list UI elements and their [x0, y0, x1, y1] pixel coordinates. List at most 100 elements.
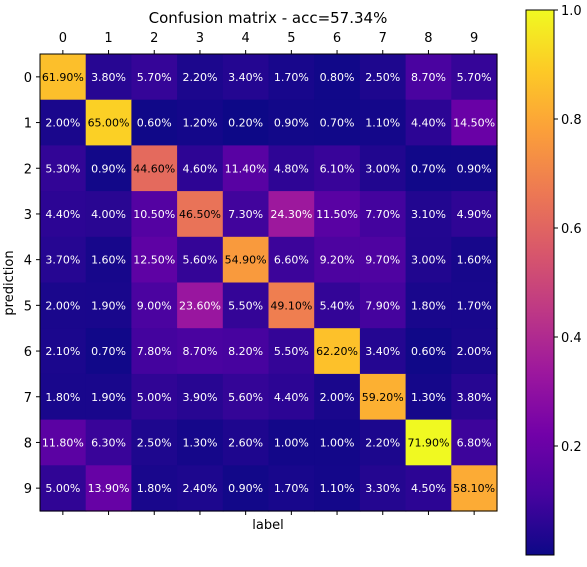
- cell-value-label: 3.30%: [365, 482, 400, 495]
- y-tick-label: 0: [24, 71, 32, 86]
- cell-value-label: 0.90%: [457, 162, 492, 175]
- heatmap-cell: [222, 99, 270, 146]
- heatmap-cell: [314, 145, 361, 192]
- colorbar: 0.2 0.4 0.6 0.8 1.0: [525, 4, 582, 556]
- x-tick-label: 4: [242, 31, 250, 46]
- heatmap-cell: [314, 465, 361, 512]
- x-tick-label: 6: [333, 31, 341, 46]
- heatmap-cell: [131, 145, 178, 192]
- heatmap-cell: [359, 282, 407, 329]
- cell-value-label: 1.60%: [91, 254, 126, 267]
- cell-value-label: 3.00%: [365, 162, 400, 175]
- heatmap-cell: [222, 282, 270, 329]
- heatmap-cell: [359, 99, 407, 146]
- heatmap-cell: [131, 465, 178, 512]
- cell-value-label: 3.00%: [411, 254, 446, 267]
- heatmap-cell: [85, 236, 132, 284]
- cell-value-label: 23.60%: [179, 299, 221, 312]
- cell-value-label: 2.40%: [182, 482, 217, 495]
- heatmap-cell: [314, 191, 361, 238]
- cell-value-label: 62.20%: [316, 345, 358, 358]
- x-tick-label: 2: [150, 31, 158, 46]
- x-axis-ticks: 0 1 2 3 4 5 6 7 8 9: [59, 31, 478, 515]
- heatmap-cell: [177, 54, 224, 101]
- heatmap-cell: [85, 373, 132, 421]
- y-tick-label: 8: [24, 436, 32, 451]
- heatmap-cell: [359, 419, 407, 466]
- heatmap-cell: [359, 328, 407, 375]
- heatmap-cell: [131, 236, 178, 284]
- cell-value-label: 8.20%: [228, 345, 263, 358]
- heatmap-cell: [40, 191, 87, 238]
- chart-title: Confusion matrix - acc=57.34%: [149, 9, 388, 27]
- cell-value-label: 5.00%: [137, 391, 172, 404]
- cell-value-label: 3.10%: [411, 208, 446, 221]
- heatmap-cell-labels: 61.90% 3.80% 5.70% 2.20% 3.40% 1.70% 0.80% 2.50…: [42, 71, 495, 495]
- cell-value-label: 8.70%: [411, 71, 446, 84]
- heatmap-cell: [359, 145, 407, 192]
- heatmap-cell: [177, 282, 224, 329]
- heatmap-cell: [451, 236, 498, 284]
- cell-value-label: 1.00%: [320, 436, 355, 449]
- heatmap-cell: [314, 419, 361, 466]
- heatmap-cell: [177, 328, 224, 375]
- cell-value-label: 9.70%: [365, 254, 400, 267]
- heatmap-cell: [405, 465, 452, 512]
- cell-value-label: 0.70%: [411, 162, 446, 175]
- heatmap-cell: [314, 282, 361, 329]
- y-tick-label: 6: [24, 345, 32, 360]
- colorbar-tick-label: 0.2: [561, 440, 582, 455]
- cell-value-label: 2.50%: [365, 71, 400, 84]
- cell-value-label: 9.20%: [320, 254, 355, 267]
- cell-value-label: 0.90%: [228, 482, 263, 495]
- cell-value-label: 7.90%: [365, 299, 400, 312]
- heatmap-cell: [131, 328, 178, 375]
- cell-value-label: 2.10%: [45, 345, 80, 358]
- cell-value-label: 2.00%: [45, 117, 80, 130]
- cell-value-label: 11.40%: [225, 162, 267, 175]
- cell-value-label: 2.20%: [182, 71, 217, 84]
- heatmap-cell: [131, 54, 178, 101]
- cell-value-label: 5.00%: [45, 482, 80, 495]
- colorbar-tick-label: 0.6: [561, 222, 582, 237]
- colorbar-gradient: [525, 9, 555, 556]
- heatmap-cell: [451, 465, 498, 512]
- cell-value-label: 58.10%: [453, 482, 495, 495]
- y-tick-label: 5: [24, 299, 32, 314]
- heatmap-cell: [222, 145, 270, 192]
- y-tick-label: 4: [24, 254, 32, 269]
- heatmap-cell: [405, 145, 452, 192]
- cell-value-label: 11.80%: [42, 436, 84, 449]
- cell-value-label: 3.80%: [91, 71, 126, 84]
- heatmap-cell: [177, 99, 224, 146]
- cell-value-label: 1.00%: [274, 436, 309, 449]
- cell-value-label: 61.90%: [42, 71, 84, 84]
- cell-value-label: 3.70%: [45, 254, 80, 267]
- cell-value-label: 5.70%: [137, 71, 172, 84]
- y-axis-label: prediction: [2, 250, 17, 315]
- cell-value-label: 4.40%: [411, 117, 446, 130]
- heatmap-cell: [177, 465, 224, 512]
- heatmap-cell: [222, 236, 270, 284]
- cell-value-label: 1.80%: [137, 482, 172, 495]
- heatmap-cell: [40, 145, 87, 192]
- cell-value-label: 5.70%: [457, 71, 492, 84]
- cell-value-label: 0.80%: [320, 71, 355, 84]
- heatmap-cell: [451, 99, 498, 146]
- heatmap-cell: [359, 465, 407, 512]
- cell-value-label: 1.70%: [457, 299, 492, 312]
- colorbar-tick-label: 0.4: [561, 331, 582, 346]
- heatmap-cell: [359, 236, 407, 284]
- heatmap-cell: [40, 99, 87, 146]
- heatmap-cell: [85, 191, 132, 238]
- cell-value-label: 1.10%: [365, 117, 400, 130]
- cell-value-label: 0.70%: [320, 117, 355, 130]
- heatmap-cell: [314, 328, 361, 375]
- cell-value-label: 2.00%: [45, 299, 80, 312]
- cell-value-label: 0.70%: [91, 345, 126, 358]
- heatmap-cell: [222, 54, 270, 101]
- cell-value-label: 13.90%: [88, 482, 130, 495]
- heatmap-cell: [131, 419, 178, 466]
- cell-value-label: 4.80%: [274, 162, 309, 175]
- heatmap-cell: [268, 282, 315, 329]
